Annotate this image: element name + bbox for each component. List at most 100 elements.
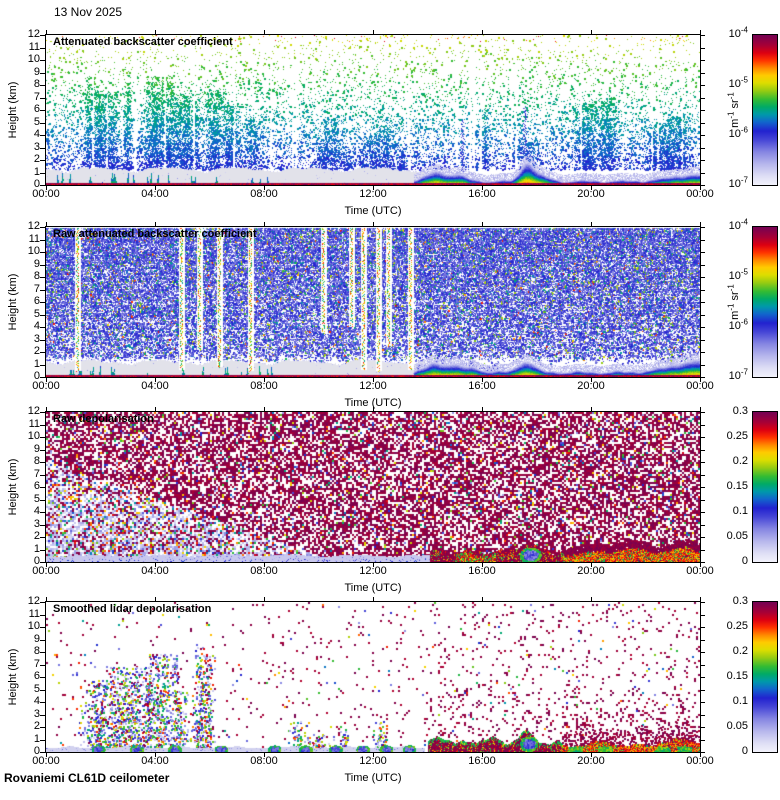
x-tick xyxy=(700,30,701,34)
x-tick xyxy=(591,30,592,34)
x-tick xyxy=(373,222,374,226)
x-tick xyxy=(155,753,156,757)
x-tick xyxy=(700,563,701,567)
heatmap-canvas-raw-attenuated-backscatter xyxy=(46,227,700,377)
y-tick xyxy=(700,110,705,111)
y-tick xyxy=(40,524,45,526)
y-tick xyxy=(40,277,45,278)
x-tick xyxy=(46,30,47,34)
x-tick xyxy=(591,222,592,226)
y-tick-label: 12 xyxy=(27,220,40,232)
y-tick xyxy=(700,352,705,353)
x-tick xyxy=(591,186,592,190)
y-tick xyxy=(40,602,45,603)
colorbar-tick-label: 10-7 xyxy=(728,367,748,382)
y-tick-label: 9 xyxy=(33,257,40,270)
y-tick xyxy=(700,172,705,174)
y-tick xyxy=(700,702,705,703)
x-tick-label: 12:00 xyxy=(359,565,387,577)
colorbar-raw-depolarisation xyxy=(752,411,778,563)
y-tick xyxy=(700,639,705,641)
y-tick xyxy=(40,122,45,124)
y-tick-label: 12 xyxy=(27,405,40,417)
y-tick xyxy=(40,364,45,366)
colorbar-tick-label: 0 xyxy=(741,555,748,567)
y-tick xyxy=(40,339,45,341)
colorbar-tick-label: 10-7 xyxy=(728,175,748,190)
x-tick xyxy=(373,30,374,34)
x-tick xyxy=(482,563,483,567)
x-tick xyxy=(482,378,483,382)
y-tick-label: 4 xyxy=(33,320,40,332)
x-tick xyxy=(373,563,374,567)
y-tick xyxy=(40,47,45,49)
x-tick-label: 00:00 xyxy=(32,565,60,577)
y-tick xyxy=(40,487,45,488)
x-tick xyxy=(591,597,592,601)
y-tick xyxy=(40,239,45,241)
y-tick xyxy=(700,252,705,253)
panel-smoothed-lidar-depolarisation: Smoothed lidar depolarisation xyxy=(45,601,701,753)
x-tick xyxy=(373,407,374,411)
x-tick xyxy=(155,186,156,190)
y-tick xyxy=(700,47,705,49)
x-tick-label: 12:00 xyxy=(359,755,387,767)
y-tick-label: 3 xyxy=(33,140,40,153)
x-tick-label: 08:00 xyxy=(250,755,278,767)
colorbar-tick-label: 0.2 xyxy=(732,455,748,467)
x-tick xyxy=(591,378,592,382)
y-tick xyxy=(40,185,45,186)
y-tick xyxy=(700,677,705,678)
y-tick-label: 4 xyxy=(33,695,40,707)
x-tick xyxy=(700,597,701,601)
y-tick-label: 1 xyxy=(33,542,40,555)
y-tick xyxy=(40,172,45,174)
y-tick xyxy=(40,160,45,161)
y-tick-label: 2 xyxy=(33,530,40,542)
y-tick-label: 12 xyxy=(27,28,40,40)
y-tick xyxy=(40,97,45,99)
y-tick xyxy=(40,677,45,678)
y-tick xyxy=(700,714,705,716)
y-tick-label: 3 xyxy=(33,707,40,720)
y-tick-label: 7 xyxy=(33,657,40,670)
x-tick-label: 20:00 xyxy=(577,565,605,577)
y-tick xyxy=(700,147,705,149)
colorbar-tick-label: 10-5 xyxy=(728,75,748,90)
x-tick xyxy=(482,753,483,757)
y-tick xyxy=(700,499,705,501)
y-axis-label: Height (km) xyxy=(7,648,19,706)
y-tick xyxy=(700,72,705,74)
colorbar-tick-label: 10-6 xyxy=(728,125,748,140)
y-tick xyxy=(40,639,45,641)
y-tick-label: 9 xyxy=(33,65,40,78)
y-tick-label: 12 xyxy=(27,595,40,607)
y-tick xyxy=(40,702,45,703)
colorbar-tick-label: 10-4 xyxy=(728,217,748,232)
x-tick xyxy=(155,597,156,601)
colorbar-tick-label: 10-4 xyxy=(728,25,748,40)
x-tick-label: 16:00 xyxy=(468,565,496,577)
x-tick xyxy=(700,753,701,757)
y-tick xyxy=(700,462,705,463)
x-tick xyxy=(264,407,265,411)
y-tick xyxy=(700,614,705,616)
y-tick-label: 8 xyxy=(33,455,40,467)
y-tick xyxy=(40,499,45,501)
x-tick-label: 16:00 xyxy=(468,188,496,200)
x-tick-label: 20:00 xyxy=(577,380,605,392)
x-tick xyxy=(46,753,47,757)
y-tick xyxy=(40,652,45,653)
y-tick-label: 6 xyxy=(33,480,40,492)
y-tick xyxy=(700,549,705,551)
x-tick xyxy=(591,407,592,411)
colorbar-tick-label: 0.2 xyxy=(732,645,748,657)
x-tick xyxy=(482,30,483,34)
y-tick-label: 5 xyxy=(33,682,40,695)
y-tick xyxy=(40,627,45,628)
x-tick xyxy=(373,186,374,190)
y-tick-label: 8 xyxy=(33,270,40,282)
y-tick-label: 5 xyxy=(33,492,40,505)
x-tick xyxy=(591,563,592,567)
x-tick xyxy=(264,563,265,567)
